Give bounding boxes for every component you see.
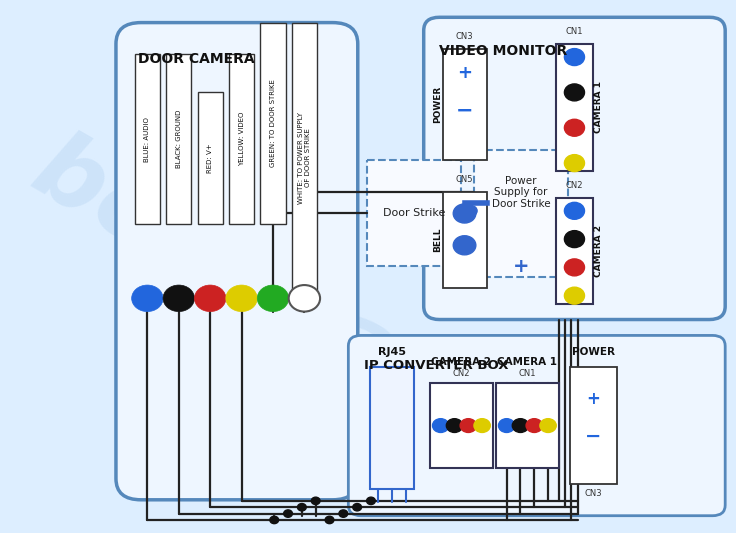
Text: CAMERA 1: CAMERA 1 <box>498 357 557 367</box>
Circle shape <box>565 84 584 101</box>
Bar <box>430 383 493 468</box>
Circle shape <box>289 285 320 312</box>
FancyBboxPatch shape <box>424 17 725 319</box>
FancyBboxPatch shape <box>116 22 358 500</box>
Circle shape <box>565 287 584 304</box>
Text: +: + <box>457 64 472 82</box>
Circle shape <box>270 516 279 523</box>
Circle shape <box>325 516 334 523</box>
Circle shape <box>311 497 320 505</box>
Circle shape <box>565 259 584 276</box>
Circle shape <box>194 285 226 312</box>
Circle shape <box>283 510 292 518</box>
Text: CN2: CN2 <box>453 369 470 378</box>
Bar <box>496 383 559 468</box>
Circle shape <box>446 419 463 432</box>
Circle shape <box>460 419 476 432</box>
Bar <box>556 198 593 304</box>
Bar <box>261 22 286 224</box>
Bar <box>367 160 461 266</box>
Text: CN3: CN3 <box>584 489 602 498</box>
Circle shape <box>565 49 584 66</box>
Text: +: + <box>513 257 529 276</box>
Text: VIDEO MONITOR: VIDEO MONITOR <box>439 44 567 58</box>
Circle shape <box>433 419 449 432</box>
Bar <box>442 192 486 288</box>
Text: benjmark: benjmark <box>15 123 512 463</box>
Circle shape <box>498 419 514 432</box>
Text: POWER: POWER <box>433 86 442 124</box>
Text: DOOR CAMERA: DOOR CAMERA <box>138 52 255 66</box>
Circle shape <box>540 419 556 432</box>
Text: POWER: POWER <box>572 346 615 357</box>
Text: Power
Supply for
Door Strike: Power Supply for Door Strike <box>492 176 551 209</box>
Text: CN5: CN5 <box>456 175 473 184</box>
Bar <box>370 367 414 489</box>
Circle shape <box>453 204 476 223</box>
Bar <box>135 54 160 224</box>
Text: −: − <box>456 100 473 120</box>
Text: CN2: CN2 <box>566 181 583 190</box>
Circle shape <box>367 497 375 505</box>
Circle shape <box>565 231 584 248</box>
Circle shape <box>297 504 306 511</box>
Circle shape <box>565 155 584 172</box>
Bar <box>166 54 191 224</box>
Circle shape <box>163 285 194 312</box>
Circle shape <box>526 419 542 432</box>
Text: IP CONVERTER BOX: IP CONVERTER BOX <box>364 359 509 372</box>
Bar <box>229 54 254 224</box>
Text: GREEN: TO DOOR STRIKE: GREEN: TO DOOR STRIKE <box>270 79 276 167</box>
Circle shape <box>565 203 584 219</box>
Text: Door Strike: Door Strike <box>383 208 445 219</box>
Text: CN1: CN1 <box>566 27 583 36</box>
Text: BLACK: GROUND: BLACK: GROUND <box>176 110 182 168</box>
Circle shape <box>461 206 474 216</box>
Circle shape <box>512 419 528 432</box>
Circle shape <box>258 285 289 312</box>
Circle shape <box>339 510 347 518</box>
Circle shape <box>453 236 476 255</box>
Text: WHITE: TO POWER SUPPLY
OF DOOR STRIKE: WHITE: TO POWER SUPPLY OF DOOR STRIKE <box>298 112 311 204</box>
Circle shape <box>132 285 163 312</box>
Bar <box>442 49 486 160</box>
Bar <box>570 367 617 484</box>
FancyBboxPatch shape <box>348 335 725 516</box>
Circle shape <box>565 119 584 136</box>
Text: +: + <box>587 390 601 408</box>
Circle shape <box>353 504 361 511</box>
Text: CN1: CN1 <box>519 369 536 378</box>
Text: RJ45: RJ45 <box>378 346 406 357</box>
Text: RED: V+: RED: V+ <box>207 143 213 173</box>
Bar <box>474 150 568 277</box>
Text: CAMERA 2: CAMERA 2 <box>594 224 603 277</box>
Text: YELLOW: VIDEO: YELLOW: VIDEO <box>238 112 244 166</box>
Text: BLUE: AUDIO: BLUE: AUDIO <box>144 117 150 161</box>
Text: BELL: BELL <box>433 228 442 252</box>
Circle shape <box>464 206 477 216</box>
Text: CN3: CN3 <box>456 32 473 41</box>
Bar <box>197 92 223 224</box>
Text: CAMERA 2: CAMERA 2 <box>431 357 492 367</box>
Text: −: − <box>585 427 601 446</box>
Bar <box>291 22 317 293</box>
Circle shape <box>226 285 258 312</box>
Circle shape <box>474 419 490 432</box>
Text: CAMERA 1: CAMERA 1 <box>594 82 603 133</box>
Bar <box>556 44 593 171</box>
